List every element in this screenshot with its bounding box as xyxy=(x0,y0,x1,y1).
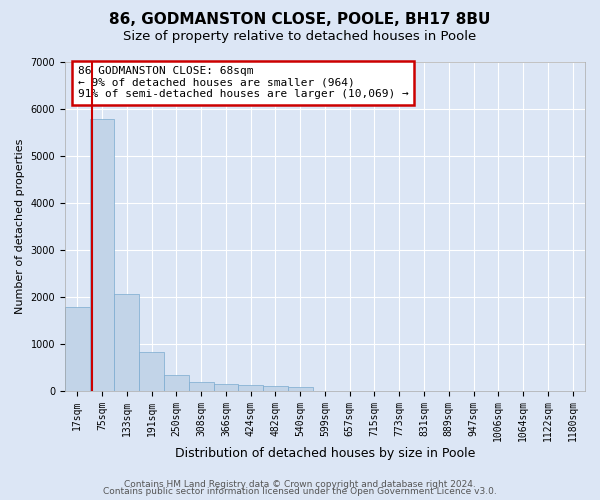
Bar xyxy=(288,387,313,390)
Bar xyxy=(89,119,115,390)
Text: Size of property relative to detached houses in Poole: Size of property relative to detached ho… xyxy=(124,30,476,43)
Bar xyxy=(189,382,214,390)
Y-axis label: Number of detached properties: Number of detached properties xyxy=(15,138,25,314)
Bar xyxy=(263,386,288,390)
X-axis label: Distribution of detached houses by size in Poole: Distribution of detached houses by size … xyxy=(175,447,475,460)
Text: 86 GODMANSTON CLOSE: 68sqm
← 9% of detached houses are smaller (964)
91% of semi: 86 GODMANSTON CLOSE: 68sqm ← 9% of detac… xyxy=(78,66,409,100)
Bar xyxy=(164,374,189,390)
Bar xyxy=(238,386,263,390)
Bar xyxy=(214,384,238,390)
Text: Contains HM Land Registry data © Crown copyright and database right 2024.: Contains HM Land Registry data © Crown c… xyxy=(124,480,476,489)
Text: 86, GODMANSTON CLOSE, POOLE, BH17 8BU: 86, GODMANSTON CLOSE, POOLE, BH17 8BU xyxy=(109,12,491,28)
Bar xyxy=(139,352,164,391)
Bar xyxy=(65,307,89,390)
Bar xyxy=(115,294,139,390)
Text: Contains public sector information licensed under the Open Government Licence v3: Contains public sector information licen… xyxy=(103,487,497,496)
